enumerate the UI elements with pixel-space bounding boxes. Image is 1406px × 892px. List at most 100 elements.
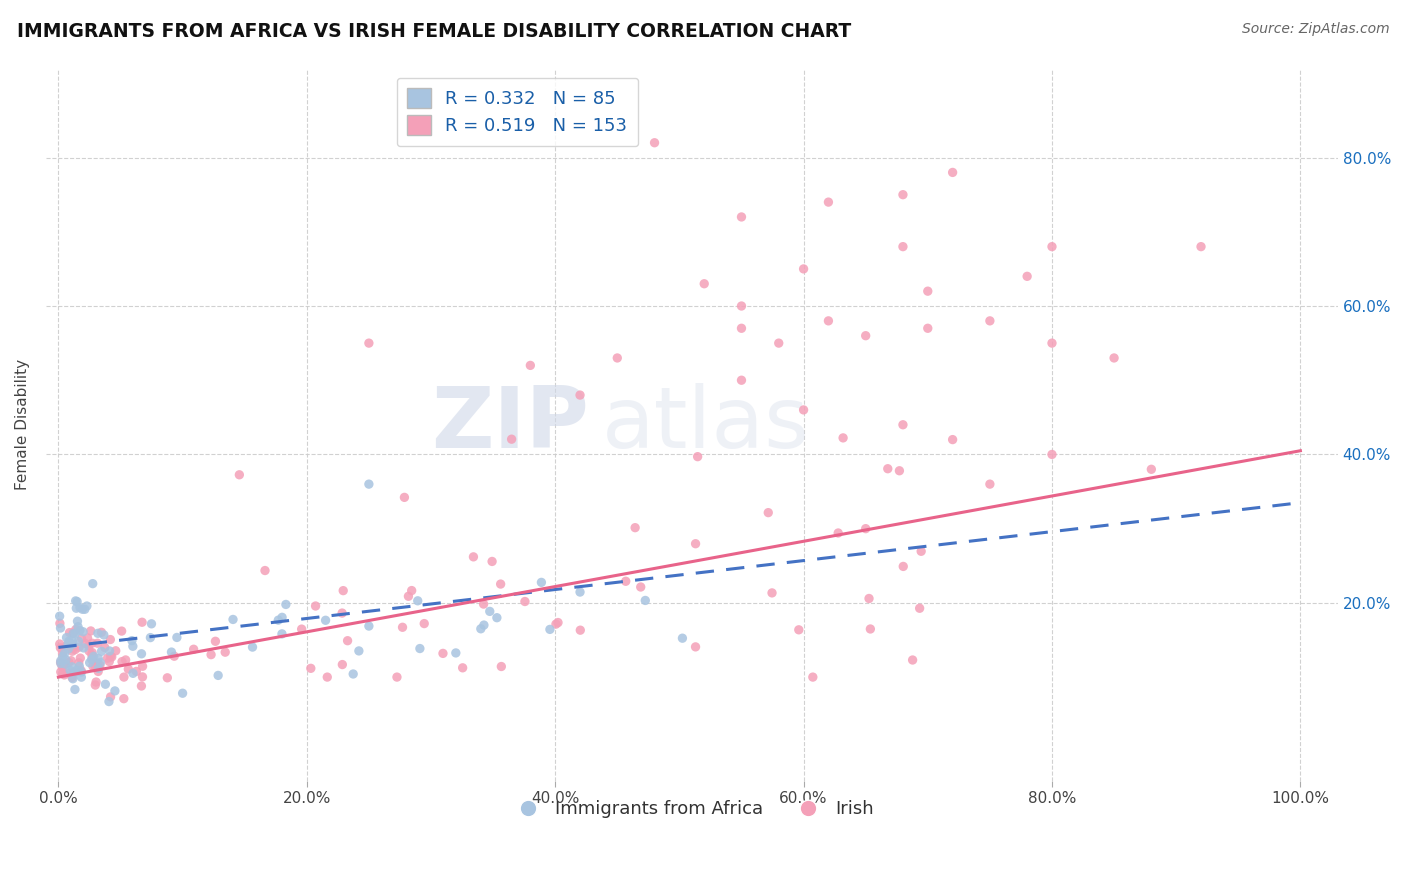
Point	[336, 633, 359, 648]
Point	[481, 554, 503, 568]
Point	[827, 526, 849, 541]
Point	[1102, 351, 1125, 365]
Point	[141, 616, 163, 631]
Point	[69, 624, 91, 638]
Point	[200, 648, 222, 662]
Point	[222, 612, 245, 626]
Point	[793, 261, 815, 276]
Point	[979, 314, 1001, 328]
Point	[73, 602, 96, 616]
Point	[1040, 447, 1063, 461]
Point	[315, 613, 337, 627]
Point	[84, 675, 107, 690]
Point	[66, 663, 89, 677]
Point	[66, 614, 89, 628]
Point	[304, 599, 326, 613]
Point	[606, 351, 628, 365]
Point	[271, 627, 294, 641]
Point	[49, 654, 72, 668]
Point	[51, 660, 73, 674]
Point	[1017, 269, 1039, 284]
Point	[730, 210, 752, 224]
Point	[406, 594, 429, 608]
Point	[100, 649, 122, 664]
Point	[139, 631, 162, 645]
Point	[253, 564, 276, 578]
Point	[58, 625, 80, 640]
Point	[357, 619, 380, 633]
Point	[104, 684, 127, 698]
Point	[131, 679, 153, 693]
Point	[62, 665, 84, 680]
Point	[69, 651, 91, 665]
Point	[761, 586, 783, 600]
Point	[65, 601, 87, 615]
Point	[70, 632, 93, 646]
Point	[82, 576, 104, 591]
Point	[472, 597, 495, 611]
Point	[1189, 240, 1212, 254]
Point	[49, 656, 72, 670]
Point	[832, 431, 855, 445]
Point	[472, 618, 495, 632]
Point	[917, 321, 939, 335]
Point	[793, 403, 815, 417]
Point	[891, 187, 914, 202]
Point	[49, 640, 72, 655]
Point	[55, 657, 77, 672]
Point	[80, 624, 103, 638]
Point	[316, 670, 339, 684]
Point	[76, 599, 98, 613]
Point	[63, 682, 86, 697]
Point	[624, 521, 647, 535]
Point	[730, 299, 752, 313]
Point	[55, 631, 77, 645]
Text: ZIP: ZIP	[430, 384, 589, 467]
Point	[77, 644, 100, 658]
Point	[131, 615, 153, 630]
Point	[1140, 462, 1163, 476]
Point	[51, 657, 73, 672]
Point	[62, 640, 84, 655]
Point	[131, 659, 153, 673]
Point	[87, 661, 110, 675]
Point	[52, 649, 75, 664]
Point	[876, 461, 898, 475]
Point	[83, 649, 105, 664]
Point	[67, 634, 90, 648]
Point	[396, 589, 419, 603]
Point	[67, 656, 90, 670]
Point	[156, 671, 179, 685]
Point	[889, 464, 911, 478]
Point	[489, 577, 512, 591]
Point	[644, 136, 666, 150]
Point	[82, 646, 104, 660]
Point	[1040, 336, 1063, 351]
Point	[53, 657, 76, 672]
Point	[451, 661, 474, 675]
Point	[62, 626, 84, 640]
Point	[342, 667, 364, 681]
Point	[89, 658, 111, 673]
Point	[908, 601, 931, 615]
Point	[62, 626, 84, 640]
Point	[60, 671, 83, 685]
Point	[59, 663, 82, 677]
Point	[901, 653, 924, 667]
Point	[100, 650, 122, 665]
Point	[49, 616, 72, 631]
Point	[485, 610, 508, 624]
Point	[111, 655, 134, 669]
Point	[80, 652, 103, 666]
Point	[413, 616, 436, 631]
Point	[125, 665, 148, 679]
Point	[463, 549, 485, 564]
Point	[801, 670, 824, 684]
Point	[66, 620, 89, 634]
Point	[432, 647, 454, 661]
Point	[58, 642, 80, 657]
Point	[634, 593, 657, 607]
Point	[82, 636, 104, 650]
Point	[58, 656, 80, 670]
Point	[65, 623, 87, 637]
